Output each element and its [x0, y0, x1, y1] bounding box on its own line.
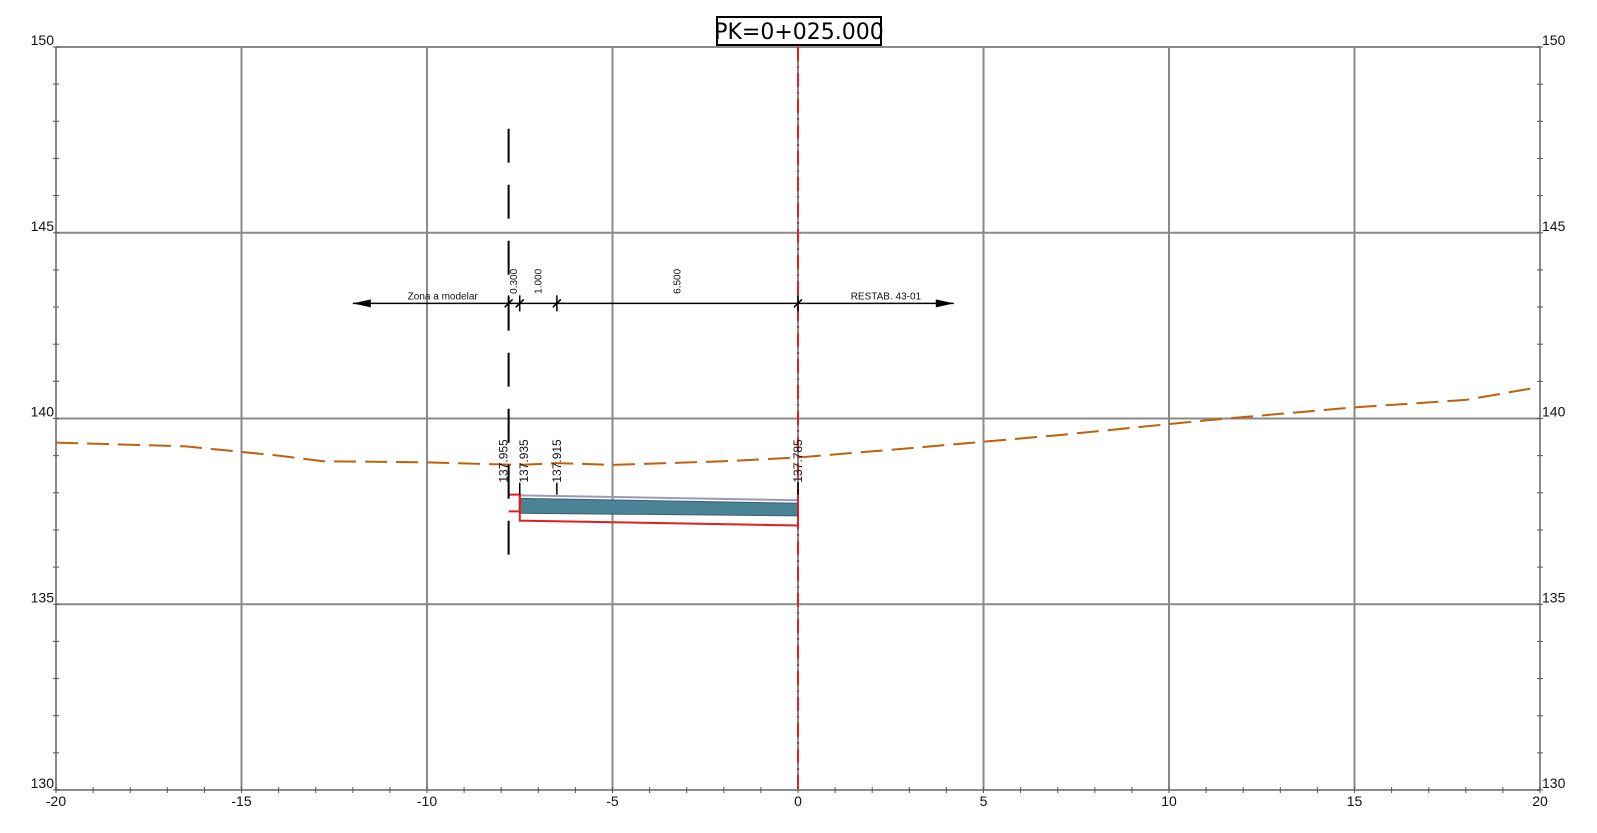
section-title: PK=0+025.000 [714, 20, 884, 45]
y-tick-label-right: 140 [1542, 404, 1566, 420]
x-tick-label: -20 [46, 793, 66, 809]
y-tick-label-left: 130 [31, 775, 55, 791]
x-tick-label: -15 [231, 793, 251, 809]
axis-labels: -20 -15 -10 -5 0 5 10 15 20 150 150 145 145 140 140 135… [31, 32, 1566, 809]
dimension-left-label: Zona a modelar [408, 291, 479, 302]
elevation-label: 137.955 [497, 439, 511, 483]
x-tick-label: 20 [1532, 793, 1548, 809]
x-tick-label: -10 [417, 793, 437, 809]
dimension-value: 0.300 [509, 268, 520, 293]
x-tick-label: 15 [1347, 793, 1363, 809]
elevation-label: 137.785 [791, 439, 805, 483]
elevation-labels: 137.955 137.935 137.915 137.785 [497, 439, 805, 495]
minor-ticks [53, 46, 1543, 793]
x-tick-label: 10 [1161, 793, 1177, 809]
y-tick-label-right: 135 [1542, 589, 1566, 605]
y-tick-label-right: 145 [1542, 218, 1566, 234]
x-tick-label: 5 [980, 793, 988, 809]
x-tick-label: 0 [794, 793, 802, 809]
elevation-label: 137.915 [550, 439, 564, 483]
pavement-top-line [519, 494, 799, 502]
curb-outline [508, 493, 521, 513]
y-tick-label-right: 150 [1542, 32, 1566, 48]
y-tick-label-left: 150 [31, 32, 55, 48]
dimension-layer: 0.300 1.000 6.500 Zona a modelar RESTAB. 43-… [352, 268, 954, 312]
dimension-slash [515, 298, 525, 308]
dimension-slash [793, 298, 803, 308]
dimension-right-label: RESTAB. 43-01 [851, 291, 922, 302]
y-tick-label-left: 135 [31, 589, 55, 605]
arrow-left-icon [352, 299, 371, 308]
dimension-slash [552, 298, 562, 308]
dimension-slash [504, 298, 514, 308]
pavement-layer [519, 497, 799, 517]
title-box [716, 16, 882, 46]
title-block: PK=0+025.000 [714, 16, 884, 46]
dimension-value: 6.500 [672, 268, 683, 293]
arrow-right-icon [935, 299, 954, 308]
elevation-label: 137.935 [517, 439, 531, 483]
road-section-layer [508, 493, 799, 527]
y-tick-label-right: 130 [1542, 775, 1566, 791]
y-tick-label-left: 140 [31, 404, 55, 420]
x-tick-label: -5 [606, 793, 619, 809]
y-tick-label-left: 145 [31, 218, 55, 234]
dimension-value: 1.000 [533, 268, 544, 293]
